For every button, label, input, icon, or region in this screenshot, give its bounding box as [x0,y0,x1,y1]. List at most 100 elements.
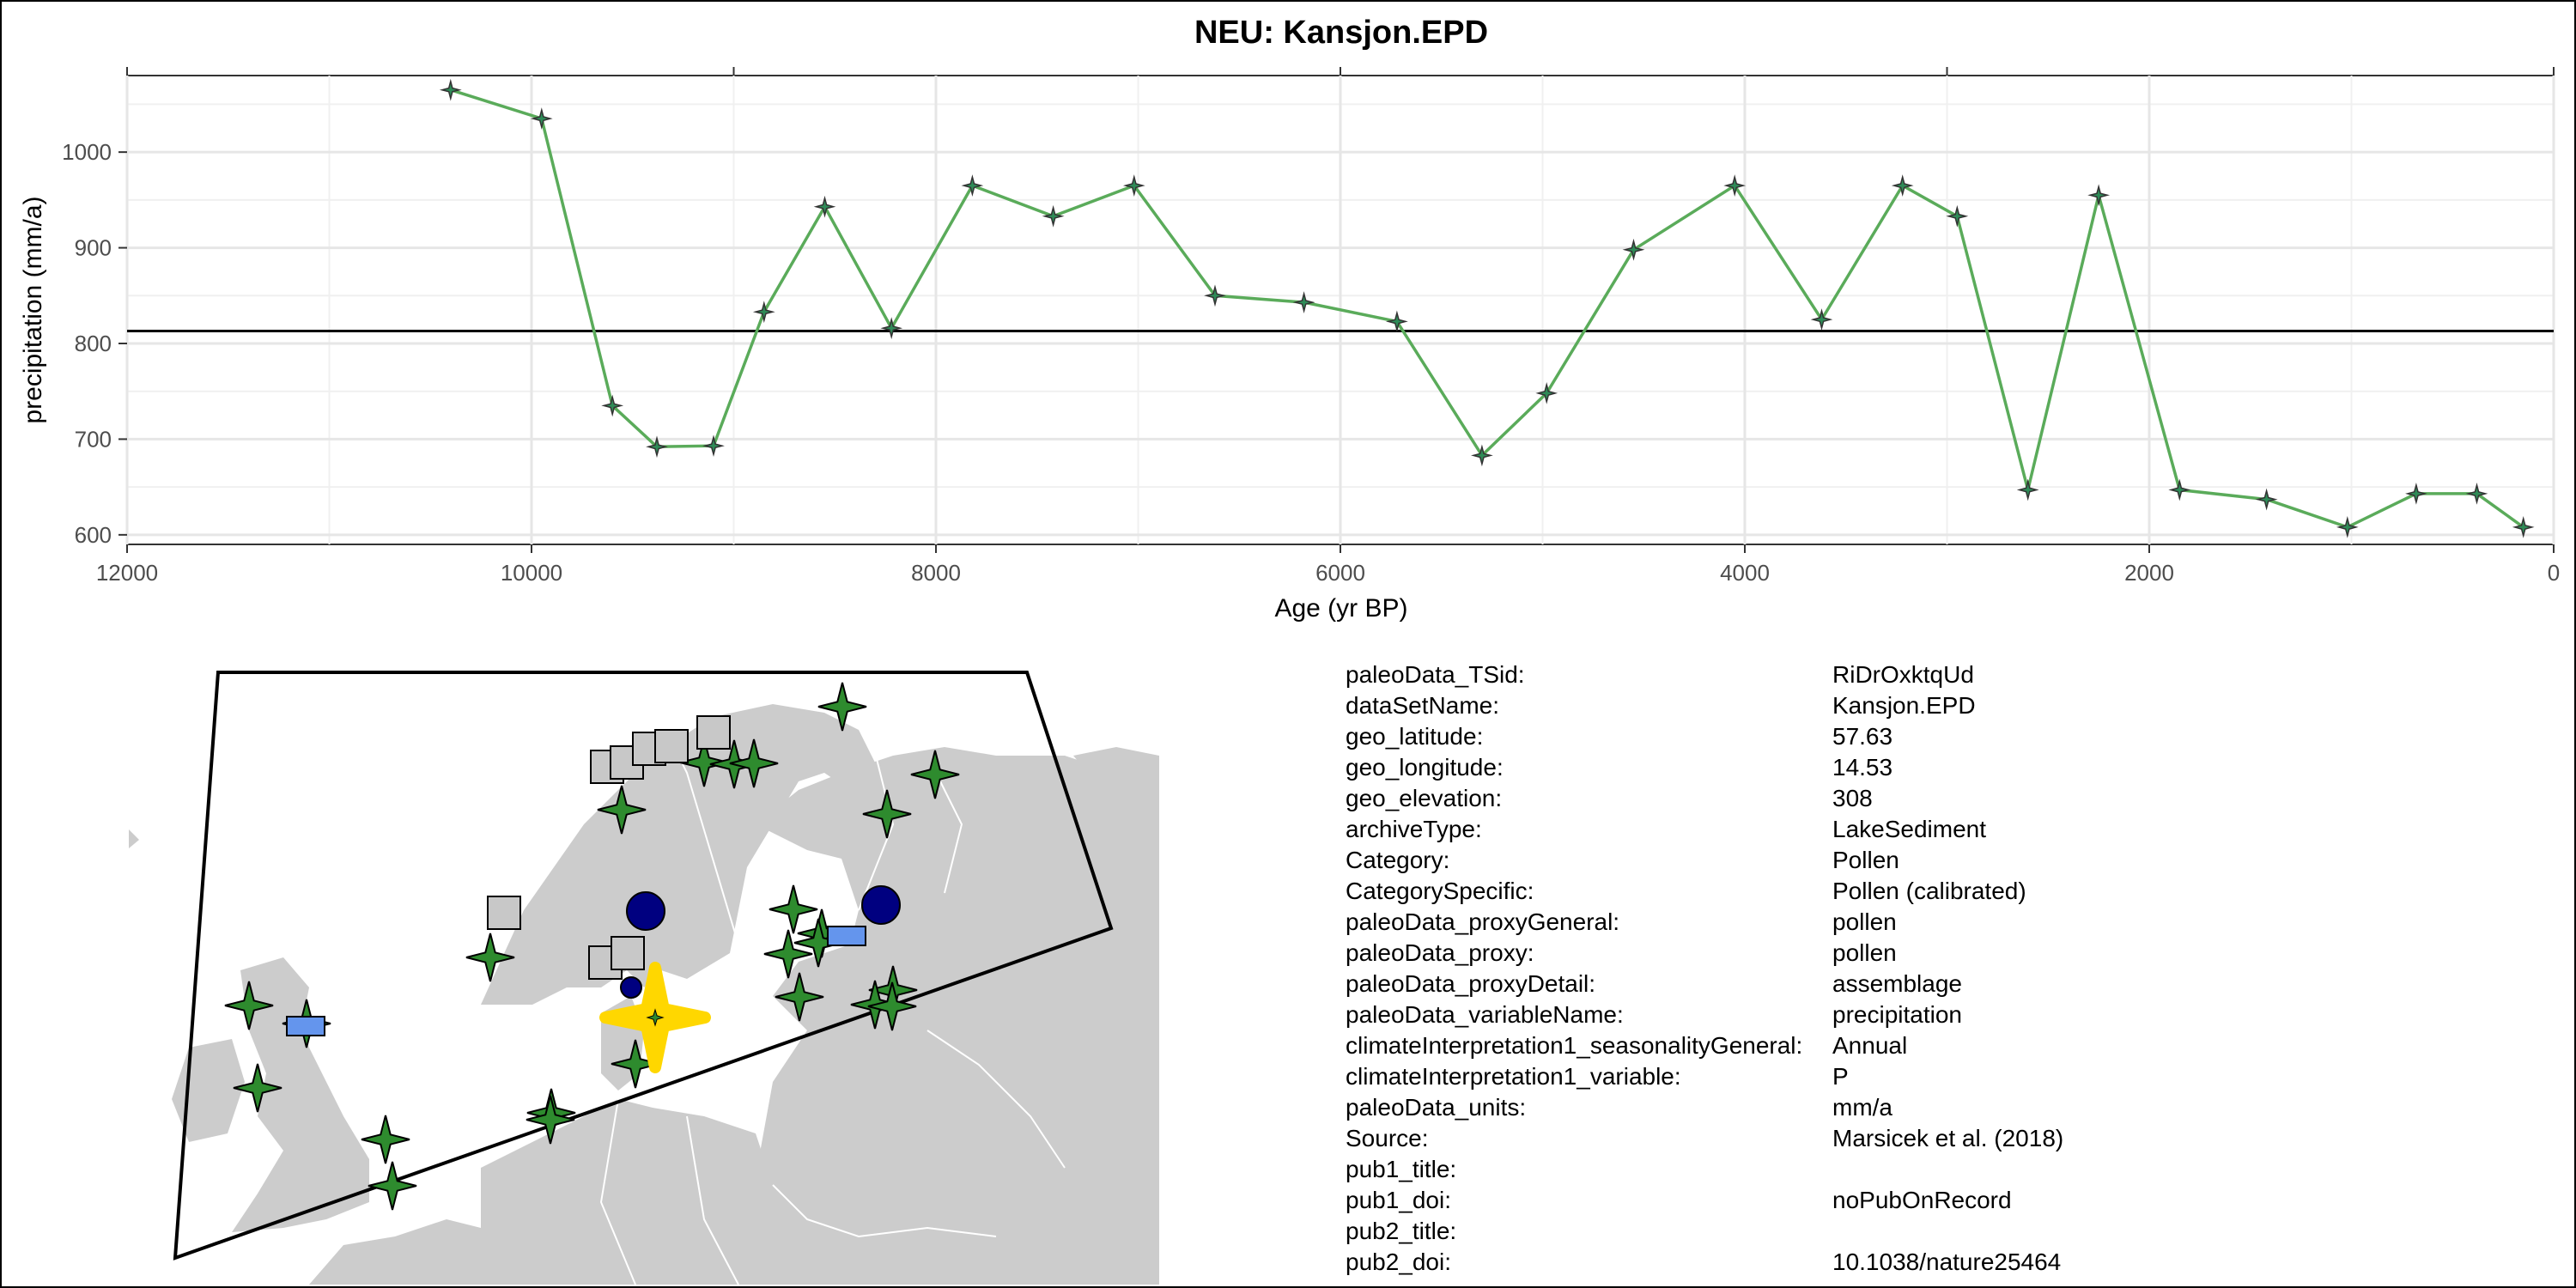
site-marker-star [597,785,647,835]
site-marker-star [611,1039,660,1089]
y-tick-label: 900 [75,235,112,261]
y-tick-label: 600 [75,522,112,548]
data-point [2465,482,2488,505]
land-great-britain [232,957,369,1232]
metadata-value: pollen [1832,908,1897,935]
top-axis-ticks [126,67,2555,76]
site-marker-square [696,715,731,750]
metadata-key: Source: [1346,1125,1429,1151]
site-marker-star [526,1095,575,1145]
metadata-key: pub2_title: [1346,1218,1457,1244]
site-marker-star [368,1161,417,1211]
metadata-value: pollen [1832,939,1897,966]
y-axis: 600 700 800 900 1000 [62,139,127,548]
land-ireland [172,1039,245,1142]
data-point [1723,174,1747,197]
metadata-key: pub1_title: [1346,1156,1457,1182]
data-point [2016,478,2039,501]
site-marker-star [679,738,729,787]
x-tick-label: 2000 [2124,560,2174,586]
metadata-key: paleoData_proxy: [1346,939,1534,966]
metadata-value: Annual [1832,1032,1908,1059]
data-point [530,107,553,130]
land-central-europe [481,1099,773,1285]
data-point [1385,310,1408,333]
metadata-value: LakeSediment [1832,816,1987,842]
land-france [309,1219,498,1285]
data-point [2255,488,2278,511]
site-marker-star [465,933,515,982]
land-finland-russia [756,747,1159,1285]
metadata-key: paleoData_TSid: [1346,661,1525,688]
site-marker-square [487,896,521,930]
data-point [1891,174,1914,197]
metadata-value: Kansjon.EPD [1832,692,1976,719]
metadata-value: RiDrOxktqUd [1832,661,1974,688]
data-point [1622,238,1645,261]
x-axis-label: Age (yr BP) [1274,594,1407,623]
data-point [1122,174,1145,197]
y-axis-label: precipitation (mm/a) [19,196,47,423]
metadata-key: geo_latitude: [1346,723,1484,750]
metadata-key: Category: [1346,847,1450,873]
metadata-key: paleoData_units: [1346,1094,1527,1121]
site-marker-rectangle [827,926,866,946]
site-marker-circle [861,885,901,925]
x-tick-label: 0 [2548,560,2560,586]
metadata-key: pub1_doi: [1346,1187,1452,1213]
data-point [880,317,903,340]
site-marker-square [611,936,645,970]
site-marker-circle [620,976,642,999]
metadata-key: climateInterpretation1_seasonalityGenera… [1346,1032,1803,1059]
data-point [1204,284,1226,307]
metadata-key: archiveType: [1346,816,1482,842]
data-point [702,434,725,458]
precipitation-series-points [439,78,2535,538]
selected-site-marker [646,1008,665,1027]
metadata-value: Pollen [1832,847,1899,873]
x-tick-label: 10000 [501,560,562,586]
data-point [1946,204,1969,228]
data-point [2168,478,2191,501]
metadata-key: paleoData_variableName: [1346,1001,1624,1028]
metadata-key: paleoData_proxyGeneral: [1346,908,1620,935]
metadata-key: CategorySpecific: [1346,878,1534,904]
metadata-key: paleoData_proxyDetail: [1346,970,1596,997]
site-marker-star [224,981,274,1030]
data-point [2336,515,2359,538]
x-tick-label: 12000 [96,560,158,586]
data-point [2512,515,2535,538]
data-point [1810,308,1833,331]
land-scandinavia [481,704,876,1005]
metadata-value: noPubOnRecord [1832,1187,2012,1213]
data-point [646,435,668,459]
metadata-value: P [1832,1063,1849,1090]
data-point [1292,291,1315,314]
metadata-key: geo_longitude: [1346,754,1504,781]
metadata-key: climateInterpretation1_variable: [1346,1063,1681,1090]
data-point [2405,483,2427,505]
site-marker-star [867,981,917,1031]
y-tick-label: 700 [75,426,112,452]
x-tick-label: 8000 [911,560,961,586]
site-marker-star [233,1063,283,1113]
data-point [1535,381,1558,404]
y-tick-label: 800 [75,331,112,356]
x-axis: 12000 10000 8000 6000 4000 2000 0 [96,544,2560,586]
site-marker-star [862,789,912,839]
metadata-key: geo_elevation: [1346,785,1503,811]
metadata-value: Marsicek et al. (2018) [1832,1125,2064,1151]
site-marker-square [654,729,689,763]
metadata-value: mm/a [1832,1094,1893,1121]
metadata-value: assemblage [1832,970,1962,997]
site-markers [224,682,960,1211]
site-marker-star [763,929,813,979]
data-point [813,195,836,218]
metadata-value: 14.53 [1832,754,1893,781]
metadata-value: 57.63 [1832,723,1893,750]
site-marker-star [729,738,779,788]
site-marker-star [361,1115,410,1164]
chart-title: NEU: Kansjon.EPD [1194,15,1488,51]
metadata-key: dataSetName: [1346,692,1499,719]
metadata-key: pub2_doi: [1346,1249,1452,1275]
